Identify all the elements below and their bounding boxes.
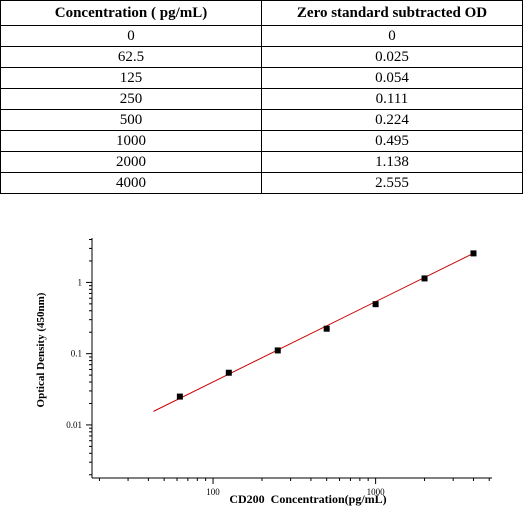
table-row: 4000 2.555 <box>0 172 523 194</box>
table-header-row: Concentration ( pg/mL) Zero standard sub… <box>0 0 523 26</box>
table-row: 62.5 0.025 <box>0 46 523 68</box>
y-tick-label: 0.01 <box>66 420 82 430</box>
cell-concentration: 0 <box>0 25 262 47</box>
data-point <box>470 250 477 257</box>
cell-od: 0.111 <box>261 88 523 110</box>
data-points-layer <box>176 250 477 400</box>
data-point <box>421 275 428 282</box>
x-tick-label: 100 <box>206 487 220 497</box>
x-axis-label: CD200 Concentration(pg/mL) <box>229 492 386 506</box>
cell-od: 0.495 <box>261 130 523 152</box>
table-row: 250 0.111 <box>0 88 523 110</box>
cell-concentration: 250 <box>0 88 262 110</box>
cell-od: 0.025 <box>261 46 523 68</box>
cell-concentration: 62.5 <box>0 46 262 68</box>
data-point <box>372 301 379 308</box>
fit-line-layer <box>153 252 474 412</box>
table-row: 2000 1.138 <box>0 151 523 173</box>
cell-od: 0.054 <box>261 67 523 89</box>
table-row: 500 0.224 <box>0 109 523 131</box>
header-od: Zero standard subtracted OD <box>261 0 523 26</box>
data-point <box>323 325 330 332</box>
table-row: 125 0.054 <box>0 67 523 89</box>
cell-concentration: 125 <box>0 67 262 89</box>
table-row: 0 0 <box>0 25 523 47</box>
data-point <box>176 393 183 400</box>
x-tick-label: 1000 <box>367 487 386 497</box>
data-point <box>225 369 232 376</box>
data-point <box>274 347 281 354</box>
header-concentration: Concentration ( pg/mL) <box>0 0 262 26</box>
cell-od: 2.555 <box>261 172 523 194</box>
y-tick-label: 0.1 <box>71 349 82 359</box>
table-row: 1000 0.495 <box>0 130 523 152</box>
cell-concentration: 1000 <box>0 130 262 152</box>
axes: 100 1000 0.01 0.1 1 <box>66 238 492 497</box>
cell-od: 1.138 <box>261 151 523 173</box>
y-axis-label: Optical Density (450nm) <box>35 292 47 407</box>
standard-curve-chart: 100 1000 0.01 0.1 1 CD200 Concentration(pg/m… <box>35 238 492 506</box>
cell-od: 0.224 <box>261 109 523 131</box>
cell-concentration: 500 <box>0 109 262 131</box>
cell-concentration: 2000 <box>0 151 262 173</box>
cell-concentration: 4000 <box>0 172 262 194</box>
data-table: Concentration ( pg/mL) Zero standard sub… <box>0 0 523 194</box>
y-tick-label: 1 <box>78 277 83 287</box>
cell-od: 0 <box>261 25 523 47</box>
fit-line <box>153 252 474 412</box>
